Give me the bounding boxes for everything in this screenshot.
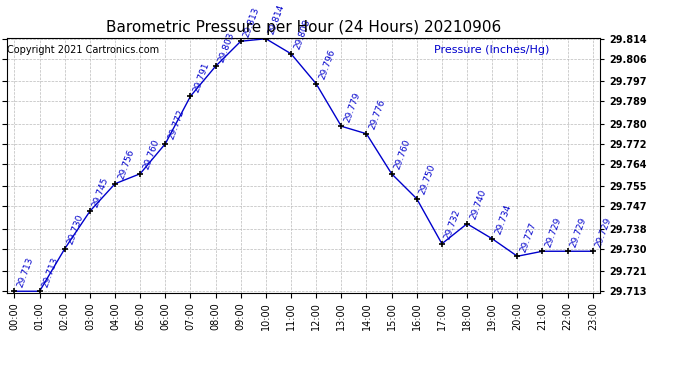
Text: 29.729: 29.729	[569, 216, 588, 249]
Text: 29.813: 29.813	[242, 6, 262, 39]
Text: 29.808: 29.808	[293, 18, 312, 51]
Text: 29.713: 29.713	[41, 256, 60, 288]
Text: 29.803: 29.803	[217, 31, 236, 63]
Text: 29.791: 29.791	[192, 61, 211, 93]
Text: 29.745: 29.745	[91, 176, 110, 209]
Text: 29.732: 29.732	[443, 209, 462, 241]
Text: 29.750: 29.750	[418, 163, 437, 196]
Text: 29.727: 29.727	[519, 221, 538, 254]
Text: 29.776: 29.776	[368, 98, 387, 131]
Text: 29.730: 29.730	[66, 213, 86, 246]
Text: Copyright 2021 Cartronics.com: Copyright 2021 Cartronics.com	[8, 45, 159, 55]
Text: 29.760: 29.760	[393, 138, 412, 171]
Title: Barometric Pressure per Hour (24 Hours) 20210906: Barometric Pressure per Hour (24 Hours) …	[106, 20, 501, 35]
Text: 29.796: 29.796	[317, 48, 337, 81]
Text: Pressure (Inches/Hg): Pressure (Inches/Hg)	[434, 45, 549, 55]
Text: 29.756: 29.756	[117, 148, 136, 181]
Text: 29.814: 29.814	[267, 3, 286, 36]
Text: 29.760: 29.760	[141, 138, 161, 171]
Text: 29.772: 29.772	[167, 108, 186, 141]
Text: 29.729: 29.729	[594, 216, 613, 249]
Text: 29.740: 29.740	[469, 188, 488, 221]
Text: 29.779: 29.779	[343, 91, 362, 123]
Text: 29.713: 29.713	[16, 256, 35, 288]
Text: 29.729: 29.729	[544, 216, 563, 249]
Text: 29.734: 29.734	[493, 203, 513, 236]
